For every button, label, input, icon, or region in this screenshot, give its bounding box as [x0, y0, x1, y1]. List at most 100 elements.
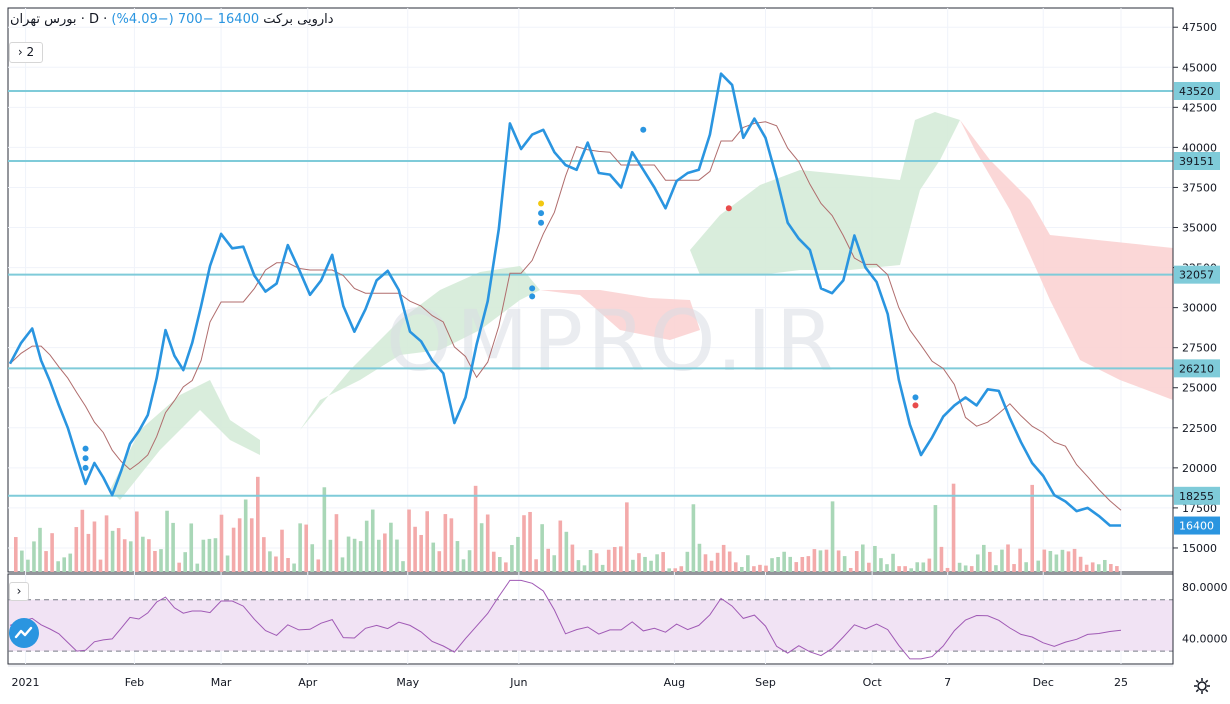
volume-bar — [317, 559, 321, 572]
volume-bar — [776, 557, 780, 572]
volume-bar — [673, 568, 677, 572]
indicator-count: 2 — [27, 45, 35, 59]
volume-bar — [825, 550, 829, 572]
volume-bar — [1067, 551, 1071, 572]
volume-bar — [32, 541, 36, 572]
volume-bar — [147, 539, 151, 572]
rsi-band — [9, 600, 1173, 651]
signal-dot — [538, 220, 544, 226]
settings-button[interactable] — [1192, 676, 1212, 696]
volume-bar — [855, 551, 859, 572]
volume-bar — [14, 537, 18, 572]
volume-bar — [1036, 561, 1040, 572]
logo-icon — [9, 618, 39, 648]
volume-bar — [661, 552, 665, 572]
volume-bar — [1079, 557, 1083, 572]
volume-bar — [438, 551, 442, 572]
volume-bar — [365, 521, 369, 572]
volume-bar — [177, 563, 181, 572]
volume-bar — [462, 559, 466, 572]
volume-bar — [395, 540, 399, 572]
volume-bar — [99, 560, 103, 572]
volume-bar — [38, 528, 42, 572]
signal-dot — [538, 210, 544, 216]
volume-bar — [232, 528, 236, 572]
volume-bar — [1006, 544, 1010, 572]
volume-bar — [734, 562, 738, 572]
volume-bar — [698, 544, 702, 572]
volume-bar — [522, 515, 526, 572]
volume-bar — [758, 565, 762, 572]
volume-bar — [504, 562, 508, 572]
volume-bar — [915, 562, 919, 572]
volume-bar — [480, 523, 484, 572]
volume-bar — [268, 551, 272, 572]
volume-bar — [111, 531, 115, 572]
volume-bar — [837, 550, 841, 572]
y-tick-label: 25000 — [1182, 382, 1217, 395]
volume-bar — [202, 540, 206, 572]
y-tick-label: 30000 — [1182, 302, 1217, 315]
volume-bar — [619, 546, 623, 572]
volume-bar — [341, 557, 345, 572]
y-tick-label: 45000 — [1182, 61, 1217, 74]
volume-bar — [946, 568, 950, 572]
y-tick-label: 20000 — [1182, 462, 1217, 475]
volume-bar — [347, 537, 351, 572]
volume-bar — [298, 523, 302, 572]
x-tick-label: Apr — [298, 676, 318, 689]
volume-bar — [413, 527, 417, 572]
volume-bar — [740, 567, 744, 572]
volume-bar — [970, 566, 974, 572]
volume-bar — [770, 558, 774, 572]
volume-bar — [486, 514, 490, 572]
volume-bar — [831, 501, 835, 572]
level-label: 32057 — [1179, 269, 1214, 282]
signal-dot — [83, 455, 89, 461]
volume-bar — [1085, 565, 1089, 572]
volume-bar — [123, 539, 127, 572]
volume-bar — [1103, 560, 1107, 572]
volume-bar — [867, 563, 871, 572]
volume-bar — [528, 512, 532, 572]
volume-bar — [256, 477, 260, 572]
volume-bar — [492, 552, 496, 572]
volume-bar — [722, 545, 726, 572]
x-tick-label: Oct — [863, 676, 883, 689]
expand-pane-button[interactable]: › — [9, 582, 29, 601]
volume-bar — [62, 557, 66, 572]
volume-bar — [794, 562, 798, 572]
volume-bar — [183, 552, 187, 572]
symbol-header[interactable]: بورس تهران · D · دارویی برکت 16400 −700 … — [10, 12, 334, 27]
volume-bar — [208, 539, 212, 572]
signal-dot — [83, 465, 89, 471]
volume-bar — [1091, 562, 1095, 572]
volume-bar — [44, 551, 48, 572]
volume-bar — [903, 566, 907, 572]
volume-bar — [879, 558, 883, 572]
volume-bar — [637, 553, 641, 572]
volume-bar — [704, 554, 708, 572]
collapse-indicators-button[interactable]: › 2 — [9, 42, 43, 63]
signal-dot — [83, 446, 89, 452]
volume-bar — [607, 550, 611, 572]
volume-bar — [425, 511, 429, 572]
volume-bar — [389, 523, 393, 572]
x-tick-label: Aug — [664, 676, 685, 689]
volume-bar — [843, 556, 847, 572]
volume-bar — [165, 511, 169, 572]
x-tick-label: Feb — [125, 676, 144, 689]
volume-bar — [214, 538, 218, 572]
volume-bar — [262, 537, 266, 572]
volume-bar — [105, 515, 109, 572]
symbol-price: 16400 — [218, 12, 259, 27]
volume-bar — [546, 549, 550, 572]
volume-bar — [728, 552, 732, 572]
volume-bar — [807, 556, 811, 572]
volume-bar — [595, 553, 599, 572]
tradingview-logo[interactable] — [9, 618, 39, 648]
volume-bar — [474, 486, 478, 572]
volume-bar — [189, 523, 193, 572]
